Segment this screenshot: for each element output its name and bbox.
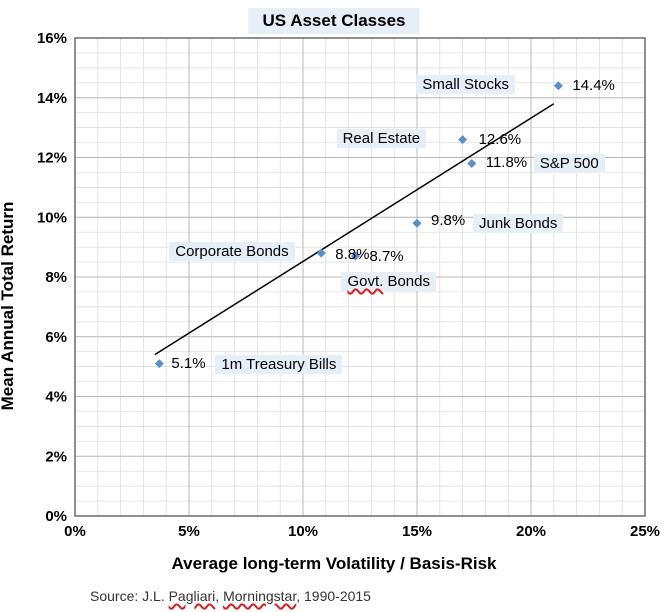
source-mid: , xyxy=(215,588,223,604)
svg-text:8%: 8% xyxy=(45,269,67,286)
point-label: Govt. Bonds xyxy=(341,272,436,291)
source-text: Source: J.L. Pagliari, Morningstar, 1990… xyxy=(90,588,371,604)
source-suffix: , 1990-2015 xyxy=(296,588,371,604)
point-label: 1m Treasury Bills xyxy=(215,355,342,374)
source-org: Morningstar xyxy=(223,588,296,604)
point-value: 12.6% xyxy=(479,131,522,148)
point-label: Real Estate xyxy=(337,129,427,148)
svg-text:0%: 0% xyxy=(45,508,67,525)
svg-text:10%: 10% xyxy=(288,523,318,540)
svg-text:6%: 6% xyxy=(45,329,67,346)
chart-container: 0% 5% 10% 15% 20% 25% 0% 2% 4% 6% 8% 10% 12% 14% 16% U… xyxy=(0,0,668,612)
point-label: Junk Bonds xyxy=(473,214,563,233)
svg-text:4%: 4% xyxy=(45,389,67,406)
svg-text:5%: 5% xyxy=(178,523,200,540)
y-axis-label: Mean Annual Total Return xyxy=(0,202,18,411)
point-label: Corporate Bonds xyxy=(169,242,294,261)
svg-text:15%: 15% xyxy=(402,523,432,540)
svg-text:2%: 2% xyxy=(45,448,67,465)
point-value: 5.1% xyxy=(171,355,205,372)
svg-text:12%: 12% xyxy=(37,150,67,167)
source-prefix: Source: J.L. xyxy=(90,588,169,604)
point-value: 11.8% xyxy=(486,154,527,171)
point-value: 8.7% xyxy=(369,248,403,265)
source-name: Pagliari xyxy=(169,588,216,604)
svg-text:14%: 14% xyxy=(37,90,67,107)
x-axis-label: Average long-term Volatility / Basis-Ris… xyxy=(172,554,497,574)
svg-text:0%: 0% xyxy=(64,523,86,540)
chart-title: US Asset Classes xyxy=(248,8,419,34)
svg-text:16%: 16% xyxy=(37,30,67,47)
svg-text:25%: 25% xyxy=(630,523,660,540)
svg-text:20%: 20% xyxy=(516,523,546,540)
point-label: Small Stocks xyxy=(416,75,515,94)
scatter-plot-svg: 0% 5% 10% 15% 20% 25% 0% 2% 4% 6% 8% 10% 12% 14% 16% xyxy=(0,0,668,612)
point-value: 9.8% xyxy=(431,212,465,229)
point-value: 8.8% xyxy=(335,246,369,263)
point-value: 14.4% xyxy=(572,77,615,94)
svg-text:10%: 10% xyxy=(37,209,67,226)
point-label: S&P 500 xyxy=(534,154,605,173)
